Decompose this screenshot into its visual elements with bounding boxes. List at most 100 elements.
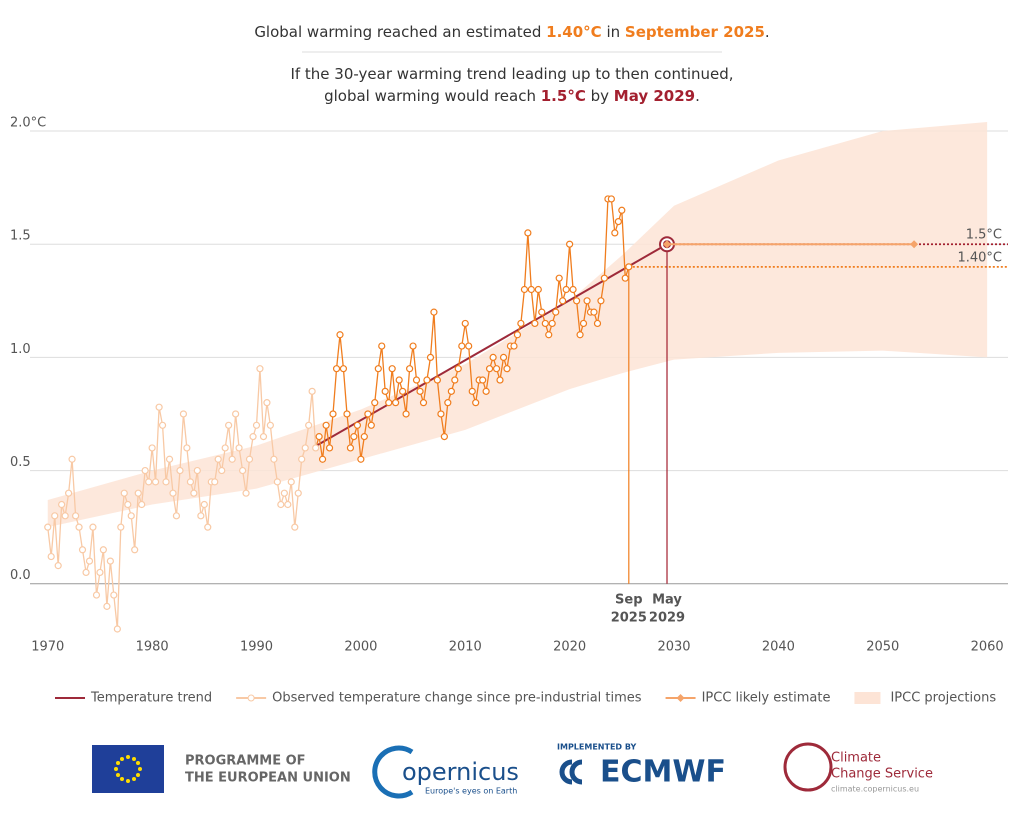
data-point	[910, 240, 919, 249]
data-point	[569, 285, 577, 294]
data-point	[350, 433, 358, 441]
data-point	[510, 342, 518, 350]
data-point	[85, 557, 94, 565]
copernicus-c	[372, 745, 414, 799]
headline: If the 30-year warming trend leading up …	[290, 65, 733, 83]
data-point	[346, 444, 355, 452]
data-point	[465, 342, 473, 350]
headline: global warming would reach 1.5°C by May …	[324, 87, 700, 105]
x-tick-label: 2060	[971, 640, 1004, 655]
data-point	[256, 365, 264, 373]
series-line	[47, 198, 630, 630]
data-point	[360, 433, 368, 441]
data-point	[176, 466, 184, 475]
data-point	[106, 557, 114, 565]
data-point	[51, 512, 59, 520]
data-point	[611, 229, 619, 237]
data-point	[291, 523, 299, 531]
legend-swatch	[854, 692, 881, 704]
data-point	[284, 500, 292, 509]
data-point	[433, 376, 441, 384]
data-point	[270, 455, 278, 463]
data-point	[141, 466, 149, 475]
headline-part: Global warming reached an estimated	[254, 23, 546, 41]
y-tick-label: 1.5	[10, 229, 31, 244]
data-point	[249, 433, 257, 441]
data-point	[573, 297, 581, 305]
marker-label: May	[652, 593, 682, 608]
data-point	[590, 308, 598, 316]
data-point	[259, 433, 268, 441]
data-point	[367, 421, 375, 429]
data-point	[472, 399, 480, 407]
headline-part: .	[765, 23, 770, 41]
data-point	[266, 421, 274, 429]
eu-text: PROGRAMME OF	[185, 754, 306, 769]
data-point	[228, 455, 236, 463]
data-point	[545, 331, 553, 339]
data-point	[277, 500, 285, 509]
legend-item: IPCC projections	[854, 691, 996, 706]
data-point	[287, 478, 295, 486]
data-point	[138, 500, 146, 509]
data-point	[58, 500, 66, 509]
headline-part: September 2025	[625, 23, 765, 41]
data-point	[273, 478, 281, 486]
data-point	[325, 444, 334, 452]
data-point	[162, 478, 170, 486]
data-point	[301, 444, 309, 452]
data-point	[513, 331, 522, 339]
ecmwf-text: ECMWF	[600, 755, 726, 790]
series-line	[316, 243, 668, 447]
data-point	[218, 466, 226, 475]
data-point	[419, 399, 428, 407]
y-tick-label: 0.0	[10, 568, 31, 583]
data-point	[245, 455, 254, 463]
data-point	[499, 353, 508, 361]
data-point	[593, 319, 602, 328]
legend-label: IPCC likely estimate	[702, 691, 831, 706]
marker-label: 2029	[649, 611, 685, 626]
data-point	[618, 206, 626, 214]
data-point	[124, 500, 132, 509]
data-point	[416, 387, 424, 395]
data-point	[583, 297, 591, 305]
data-point	[374, 365, 382, 373]
data-point	[395, 376, 403, 384]
data-point	[468, 387, 476, 395]
data-point	[409, 342, 417, 350]
data-point	[576, 331, 584, 339]
data-point	[145, 478, 153, 486]
x-tick-label: 2020	[553, 640, 586, 655]
data-point	[392, 399, 400, 407]
data-point	[489, 353, 497, 361]
implemented-by: IMPLEMENTED BY	[557, 743, 636, 752]
data-point	[548, 319, 556, 328]
data-point	[538, 308, 546, 316]
data-point	[151, 478, 160, 486]
data-point	[402, 410, 410, 418]
headline-part: If the 30-year warming trend leading up …	[290, 65, 733, 83]
data-point	[559, 297, 567, 305]
x-tick-label: 1970	[31, 640, 64, 655]
headline-part: 1.5°C	[541, 87, 586, 105]
data-point	[663, 240, 672, 249]
data-point	[406, 365, 414, 373]
data-point	[183, 444, 191, 452]
legend-item: IPCC likely estimate	[665, 691, 831, 706]
data-point	[214, 455, 222, 463]
data-point	[110, 591, 118, 599]
data-point	[412, 376, 421, 384]
data-point	[555, 274, 563, 282]
data-point	[305, 421, 313, 429]
data-point	[242, 489, 250, 497]
data-point	[315, 433, 323, 441]
data-point	[482, 387, 490, 395]
data-point	[99, 546, 107, 554]
data-point	[451, 376, 459, 384]
x-tick-label: 2040	[762, 640, 795, 655]
data-point	[190, 489, 198, 497]
data-point	[447, 387, 455, 395]
data-point	[44, 523, 52, 531]
